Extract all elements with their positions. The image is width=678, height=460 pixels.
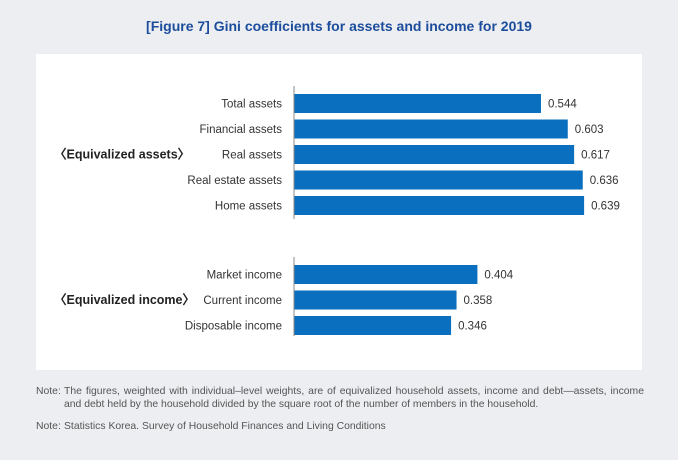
- value-label: 0.404: [484, 270, 513, 282]
- category-label: Real estate assets: [187, 175, 282, 187]
- bar: [294, 145, 575, 164]
- note-text: The figures, weighted with individual–le…: [64, 386, 644, 410]
- note-label: Note:: [36, 421, 61, 432]
- note-source: Note: Statistics Korea. Survey of Househ…: [36, 420, 644, 433]
- value-label: 0.617: [581, 150, 610, 162]
- gini-bar-chart: 〈Equivalized assets〉 Total assets 0.544 Fin…: [54, 86, 620, 336]
- category-label: Home assets: [215, 201, 282, 213]
- value-label: 0.603: [575, 124, 604, 136]
- note-text: Statistics Korea. Survey of Household Fi…: [64, 421, 386, 432]
- category-label: Total assets: [221, 99, 282, 111]
- category-label: Financial assets: [200, 124, 283, 136]
- group-label: 〈Equivalized income〉: [54, 292, 195, 307]
- category-label: Current income: [203, 295, 282, 307]
- value-label: 0.639: [591, 201, 620, 213]
- group-label: 〈Equivalized assets〉: [54, 147, 190, 162]
- category-label: Market income: [207, 270, 282, 282]
- value-label: 0.636: [590, 175, 619, 187]
- note-label: Note:: [36, 386, 61, 397]
- figure-title: [Figure 7] Gini coefficients for assets …: [146, 18, 532, 34]
- bar: [294, 290, 457, 310]
- category-label: Real assets: [222, 150, 282, 162]
- bar: [294, 170, 583, 190]
- note-weights: Note: The figures, weighted with individ…: [36, 385, 644, 411]
- bar: [294, 94, 541, 113]
- notes: Note: The figures, weighted with individ…: [36, 385, 644, 442]
- bar: [294, 119, 568, 139]
- bar: [294, 316, 452, 335]
- value-label: 0.346: [458, 321, 487, 333]
- value-label: 0.358: [464, 295, 493, 307]
- category-label: Disposable income: [185, 321, 282, 333]
- chart-panel: 〈Equivalized assets〉 Total assets 0.544 Fin…: [36, 54, 642, 370]
- bar: [294, 265, 478, 284]
- bar: [294, 196, 585, 215]
- value-label: 0.544: [548, 99, 577, 111]
